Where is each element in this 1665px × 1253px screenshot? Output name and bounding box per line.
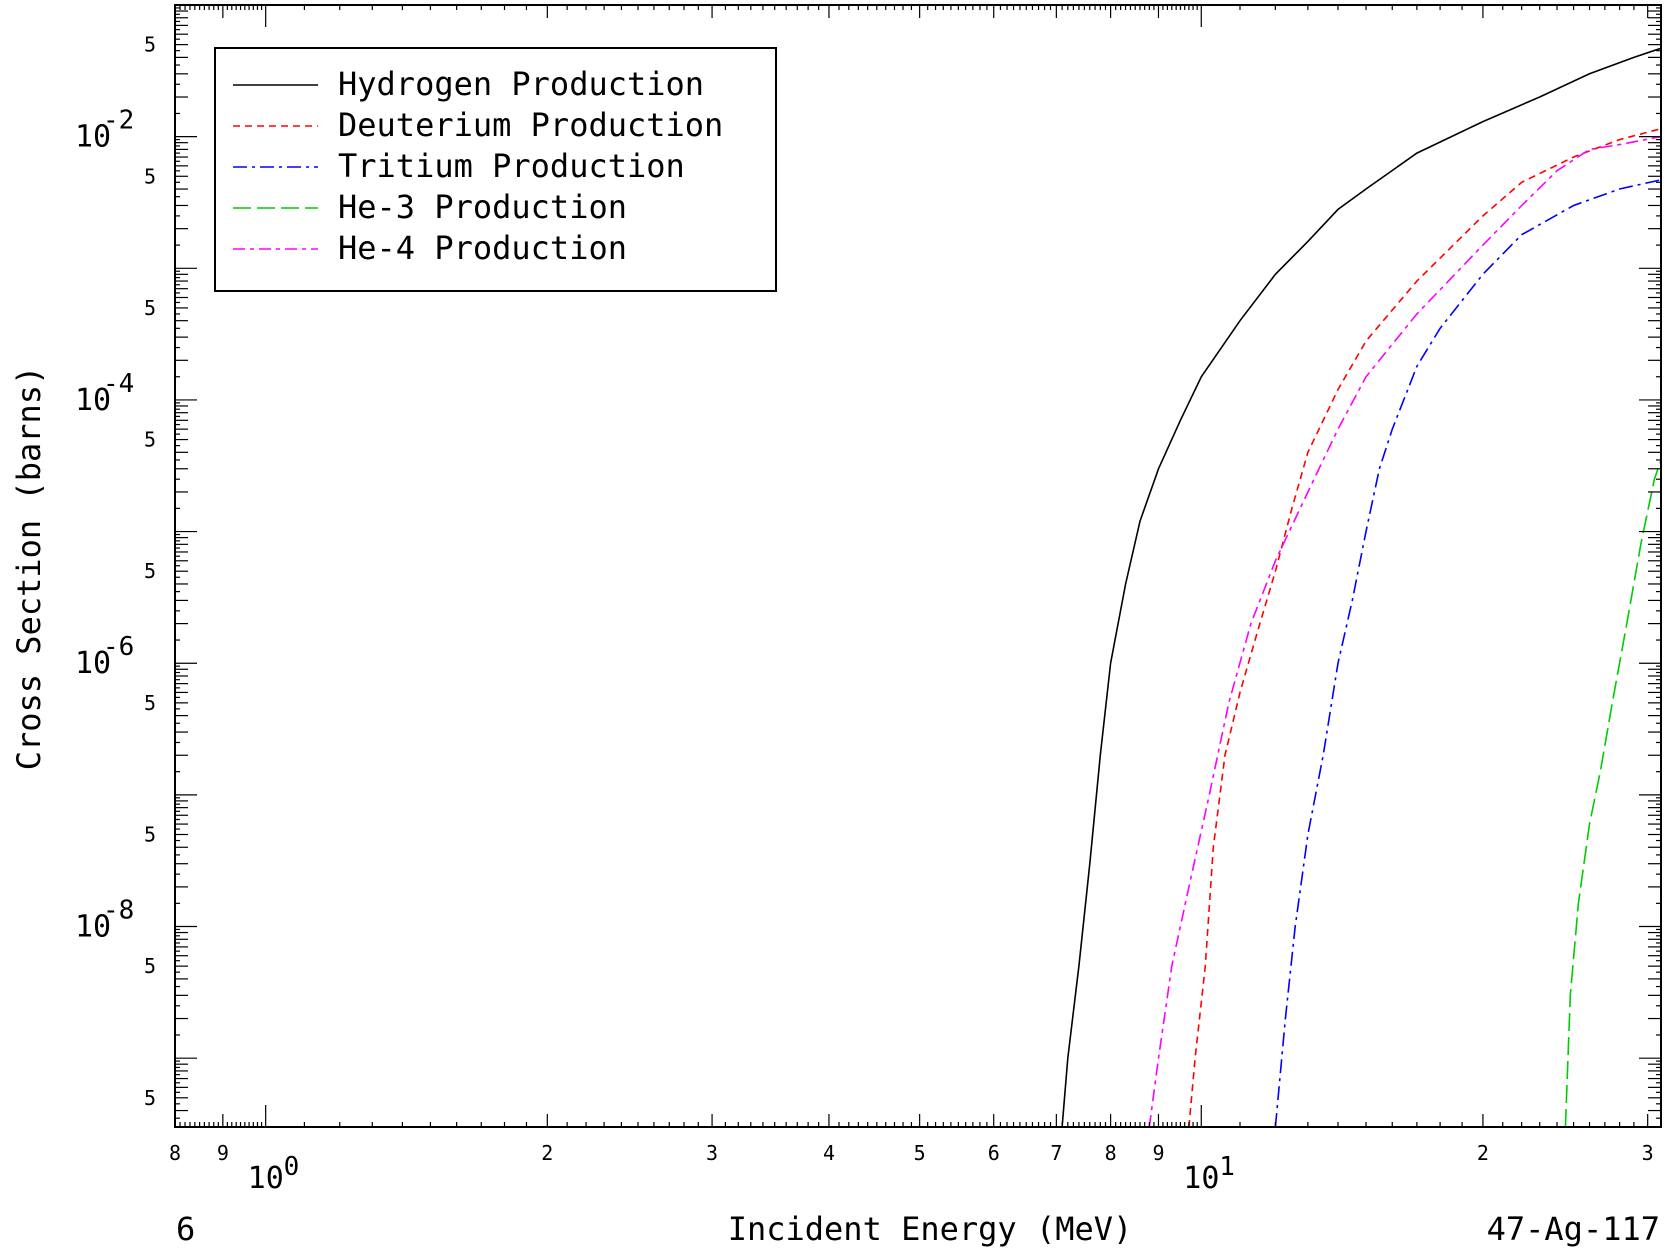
legend-label: Hydrogen Production xyxy=(338,65,704,103)
x-tick-label: 2 xyxy=(1477,1141,1489,1165)
series-layer xyxy=(1061,47,1662,1128)
y-decade-label: 10 xyxy=(75,910,111,945)
series-line-he-3-production xyxy=(1564,459,1662,1128)
x-decade-label: 10 xyxy=(248,1161,284,1196)
x-decade-label: 10 xyxy=(1183,1161,1219,1196)
y-tick-label: 5 xyxy=(144,164,156,188)
y-decade-label: 10 xyxy=(75,120,111,155)
y-axis-label: Cross Section (barns) xyxy=(10,366,48,771)
legend-label: Deuterium Production xyxy=(338,106,723,144)
x-tick-label: 5 xyxy=(914,1141,926,1165)
y-decade-label: 10 xyxy=(75,383,111,418)
x-tick-label: 4 xyxy=(823,1141,835,1165)
series-line-tritium-production xyxy=(1274,179,1662,1128)
legend-label: He-3 Production xyxy=(338,188,627,226)
label-layer: 8 9 2 3 4 5 6 7 8 9 2 310 0 10 110-210-410-610-8555555… xyxy=(75,33,1654,1196)
y-tick-label: 5 xyxy=(144,428,156,452)
y-tick-label: 5 xyxy=(144,691,156,715)
series-line-he-4-production xyxy=(1148,135,1662,1128)
x-tick-label: 3 xyxy=(1642,1141,1654,1165)
x-tick-label: 7 xyxy=(1050,1141,1062,1165)
x-tick-label: 2 xyxy=(541,1141,553,1165)
y-tick-label: 5 xyxy=(144,1086,156,1110)
legend-box xyxy=(214,47,777,292)
y-decade-exponent: -6 xyxy=(103,632,134,662)
y-decade-label: 10 xyxy=(75,646,111,681)
footer-left-label: 6 xyxy=(176,1210,195,1248)
material-label: 47-Ag-117 xyxy=(1487,1210,1660,1248)
y-tick-label: 5 xyxy=(144,823,156,847)
x-tick-label: 9 xyxy=(1152,1141,1164,1165)
series-line-hydrogen-production xyxy=(1061,47,1662,1128)
legend-label: Tritium Production xyxy=(338,147,685,185)
y-decade-exponent: -8 xyxy=(103,896,134,926)
x-tick-label: 9 xyxy=(217,1141,229,1165)
y-decade-exponent: -4 xyxy=(103,369,134,399)
y-tick-label: 5 xyxy=(144,954,156,978)
y-tick-label: 5 xyxy=(144,559,156,583)
x-axis-label: Incident Energy (MeV) xyxy=(728,1210,1133,1248)
y-decade-exponent: -2 xyxy=(103,106,134,136)
series-line-deuterium-production xyxy=(1188,127,1662,1128)
y-tick-label: 5 xyxy=(144,296,156,320)
y-tick-label: 5 xyxy=(144,33,156,57)
x-decade-exponent: 0 xyxy=(284,1152,300,1182)
x-decade-exponent: 1 xyxy=(1219,1152,1235,1182)
x-tick-label: 8 xyxy=(169,1141,181,1165)
x-tick-label: 8 xyxy=(1105,1141,1117,1165)
tick-layer xyxy=(174,4,1662,1128)
legend-label: He-4 Production xyxy=(338,229,627,267)
x-tick-label: 3 xyxy=(706,1141,718,1165)
x-tick-label: 6 xyxy=(988,1141,1000,1165)
